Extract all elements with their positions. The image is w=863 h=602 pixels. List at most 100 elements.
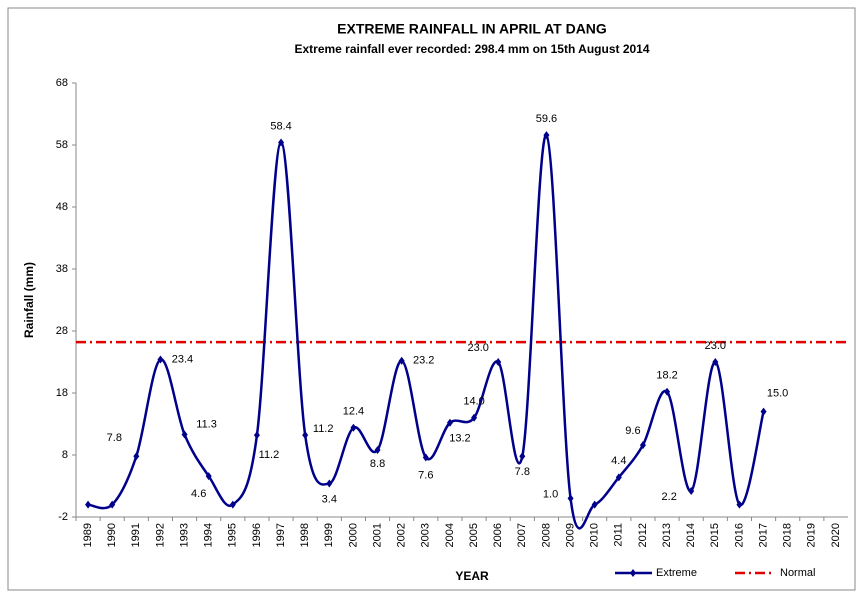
- point-marker: [736, 500, 743, 509]
- x-tick-label: 2001: [371, 523, 383, 547]
- x-tick-label: 2019: [806, 523, 818, 547]
- data-label: 59.6: [536, 113, 557, 125]
- point-marker: [446, 418, 453, 427]
- x-tick-label: 2014: [685, 523, 697, 547]
- x-tick-label: 2006: [492, 523, 504, 547]
- x-axis-label: YEAR: [455, 569, 489, 583]
- x-tick-label: 1999: [323, 523, 335, 547]
- chart-title: EXTREME RAINFALL IN APRIL AT DANG: [337, 21, 607, 37]
- x-tick-label: 2005: [468, 523, 480, 547]
- data-label: 11.2: [313, 423, 334, 435]
- x-tick-label: 2000: [347, 523, 359, 547]
- point-marker: [326, 479, 333, 488]
- x-tick-label: 2020: [830, 523, 842, 547]
- data-label: 7.8: [515, 466, 530, 478]
- data-label: 58.4: [270, 120, 291, 132]
- x-tick-label: 2003: [420, 523, 432, 547]
- point-marker: [133, 452, 140, 461]
- point-marker: [181, 430, 188, 439]
- x-tick-label: 2009: [564, 523, 576, 547]
- x-tick-label: 1997: [275, 523, 287, 547]
- y-tick-label: 68: [56, 77, 68, 89]
- data-label: 12.4: [343, 406, 364, 418]
- point-marker: [688, 486, 695, 495]
- chart-subtitle: Extreme rainfall ever recorded: 298.4 mm…: [294, 42, 649, 56]
- point-marker: [229, 500, 236, 509]
- point-marker: [712, 358, 719, 366]
- data-label: 18.2: [656, 370, 677, 382]
- x-tick-label: 1989: [82, 523, 94, 547]
- point-marker: [495, 358, 502, 366]
- y-tick-label: 28: [56, 325, 68, 337]
- x-tick-label: 2017: [757, 523, 769, 547]
- x-tick-label: 1998: [299, 523, 311, 547]
- x-tick-label: 2002: [396, 523, 408, 547]
- x-tick-label: 2015: [709, 523, 721, 547]
- data-label: 14.0: [463, 396, 484, 408]
- data-label: 7.6: [418, 469, 433, 481]
- data-label: 11.2: [259, 449, 280, 461]
- point-marker: [398, 356, 405, 365]
- x-tick-label: 1990: [106, 523, 118, 547]
- point-marker: [591, 500, 598, 509]
- point-marker: [253, 431, 260, 440]
- data-label: 23.0: [467, 342, 488, 354]
- x-tick-label: 1995: [227, 523, 239, 547]
- x-tick-label: 2016: [733, 523, 745, 547]
- y-tick-label: 58: [56, 139, 68, 151]
- x-tick-label: 2007: [516, 523, 528, 547]
- point-marker: [205, 472, 212, 481]
- point-marker: [519, 452, 526, 461]
- point-marker: [639, 441, 646, 450]
- point-marker: [278, 138, 285, 147]
- x-tick-label: 1994: [203, 523, 215, 547]
- point-marker: [760, 407, 767, 416]
- x-tick-label: 1991: [130, 523, 142, 547]
- x-tick-label: 2008: [540, 523, 552, 547]
- x-tick-label: 2011: [613, 523, 625, 547]
- point-marker: [302, 431, 309, 440]
- data-label: 23.2: [413, 355, 434, 367]
- point-marker: [567, 494, 574, 503]
- x-tick-label: 2010: [589, 523, 601, 547]
- x-tick-label: 2013: [661, 523, 673, 547]
- point-marker: [615, 473, 622, 482]
- point-marker: [471, 413, 478, 422]
- point-marker: [109, 500, 116, 509]
- x-tick-label: 2018: [782, 523, 794, 547]
- data-label: 11.3: [196, 418, 217, 430]
- x-tick-label: 2004: [444, 523, 456, 547]
- data-label: 13.2: [449, 433, 470, 445]
- x-tick-label: 1993: [178, 523, 190, 547]
- legend-marker: [630, 569, 636, 577]
- x-tick-label: 2012: [637, 523, 649, 547]
- y-tick-label: 8: [62, 449, 68, 461]
- data-label: 3.4: [322, 493, 337, 505]
- data-label: 1.0: [543, 488, 558, 500]
- legend-label: Normal: [780, 567, 815, 579]
- y-tick-label: -2: [58, 511, 68, 523]
- point-marker: [422, 453, 429, 462]
- data-label: 8.8: [370, 458, 385, 470]
- point-marker: [350, 423, 357, 432]
- data-label: 2.2: [662, 491, 677, 503]
- y-tick-label: 38: [56, 263, 68, 275]
- point-marker: [85, 500, 92, 509]
- x-tick-label: 1996: [251, 523, 263, 547]
- data-label: 7.8: [107, 432, 122, 444]
- point-marker: [374, 446, 381, 455]
- point-marker: [664, 387, 671, 396]
- data-label: 4.6: [191, 488, 206, 500]
- point-marker: [157, 355, 164, 364]
- y-tick-label: 48: [56, 201, 68, 213]
- y-axis-label: Rainfall (mm): [22, 262, 36, 338]
- data-label: 4.4: [611, 455, 626, 467]
- legend-label: Extreme: [656, 567, 697, 579]
- y-tick-label: 18: [56, 387, 68, 399]
- data-label: 23.4: [172, 353, 193, 365]
- chart-frame: [7, 7, 856, 591]
- data-label: 9.6: [625, 425, 640, 437]
- point-marker: [543, 131, 550, 140]
- data-label: 23.0: [705, 340, 726, 352]
